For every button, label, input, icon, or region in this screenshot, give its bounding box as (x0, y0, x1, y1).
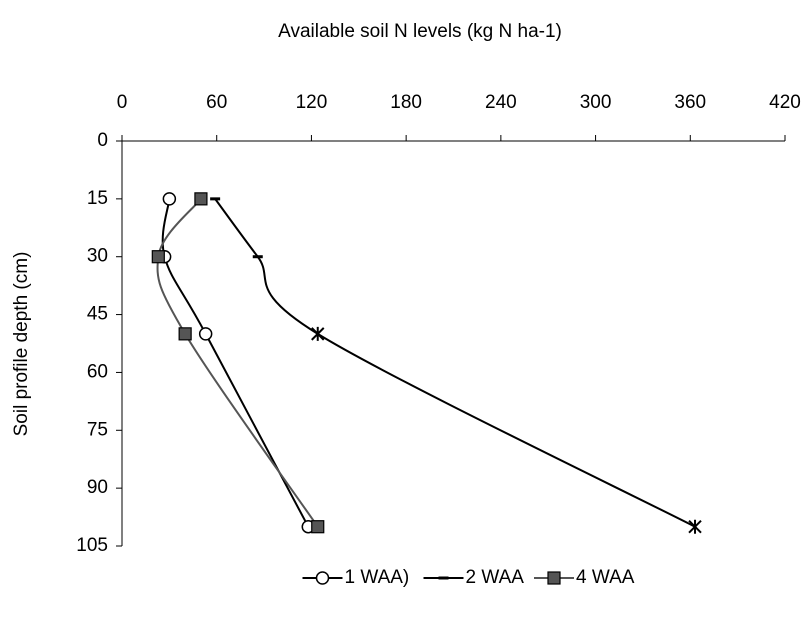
marker (151, 250, 165, 264)
marker (210, 197, 221, 201)
marker (315, 571, 330, 585)
marker (252, 255, 263, 259)
marker (162, 192, 177, 206)
chart-title: Available soil N levels (kg N ha-1) (278, 21, 562, 42)
y-tick-label: 105 (76, 535, 108, 556)
x-tick-label: 120 (296, 92, 328, 113)
y-tick-label: 30 (87, 246, 108, 267)
marker (311, 520, 325, 534)
x-tick-label: 0 (117, 92, 128, 113)
x-tick-label: 180 (390, 92, 422, 113)
legend-label: 1 WAA) (345, 567, 410, 588)
y-tick-label: 75 (87, 419, 108, 440)
y-tick-label: 15 (87, 188, 108, 209)
series-line (161, 198, 310, 528)
x-tick-label: 240 (485, 92, 517, 113)
marker (178, 327, 192, 341)
x-tick-label: 420 (769, 92, 801, 113)
marker (198, 327, 213, 341)
series-line (156, 198, 319, 528)
legend-label: 4 WAA (576, 567, 635, 588)
marker (547, 571, 561, 585)
x-tick-label: 300 (580, 92, 612, 113)
x-tick-label: 60 (206, 92, 227, 113)
marker (194, 192, 208, 206)
marker (438, 576, 449, 580)
series-line (214, 198, 696, 528)
y-tick-label: 90 (87, 477, 108, 498)
legend-label: 2 WAA (466, 567, 525, 588)
x-tick-label: 360 (674, 92, 706, 113)
y-axis-label: Soil profile depth (cm) (11, 252, 32, 437)
marker (311, 326, 325, 341)
y-tick-label: 0 (97, 130, 108, 151)
marker (688, 519, 702, 534)
y-tick-label: 60 (87, 361, 108, 382)
y-tick-label: 45 (87, 304, 108, 325)
